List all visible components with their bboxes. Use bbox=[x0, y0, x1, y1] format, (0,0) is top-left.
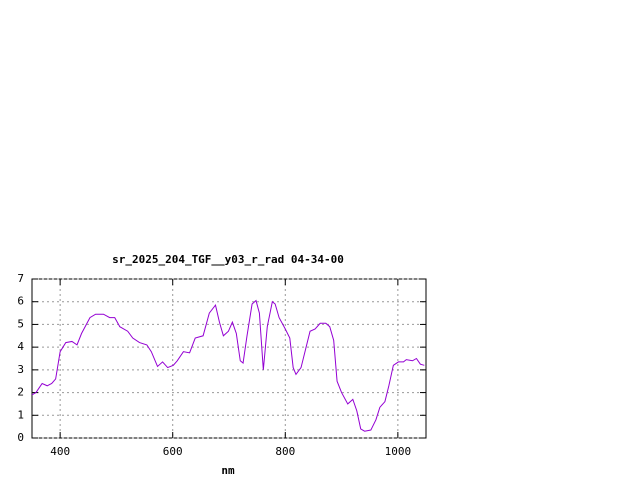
x-tick-label: 400 bbox=[50, 445, 70, 458]
y-tick-label: 6 bbox=[17, 295, 24, 308]
y-tick-label: 7 bbox=[17, 272, 24, 285]
y-tick-label: 1 bbox=[17, 408, 24, 421]
data-line bbox=[31, 299, 425, 432]
x-tick-label: 600 bbox=[163, 445, 183, 458]
x-axis-label: nm bbox=[221, 464, 235, 477]
y-tick-label: 0 bbox=[17, 431, 24, 444]
chart-title: sr_2025_204_TGF__y03_r_rad 04-34-00 bbox=[112, 253, 344, 266]
x-tick-label: 1000 bbox=[385, 445, 412, 458]
y-tick-label: 4 bbox=[17, 340, 24, 353]
y-tick-label: 5 bbox=[17, 317, 24, 330]
y-tick-label: 3 bbox=[17, 363, 24, 376]
x-tick-label: 800 bbox=[275, 445, 295, 458]
y-tick-label: 2 bbox=[17, 386, 24, 399]
